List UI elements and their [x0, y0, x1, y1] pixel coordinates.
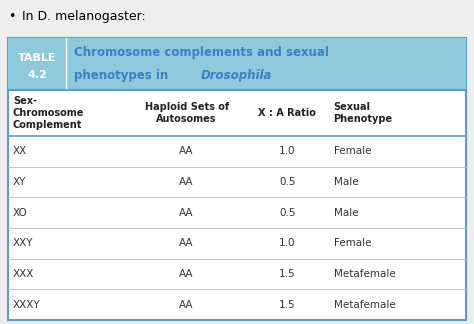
Text: 0.5: 0.5 — [279, 177, 296, 187]
Text: 4.2: 4.2 — [27, 70, 47, 80]
Text: AA: AA — [179, 208, 194, 218]
Text: XXY: XXY — [13, 238, 34, 248]
Text: Sexual
Phenotype: Sexual Phenotype — [334, 102, 393, 124]
Text: TABLE: TABLE — [18, 53, 56, 63]
Text: 1.0: 1.0 — [279, 238, 296, 248]
Text: AA: AA — [179, 300, 194, 310]
Text: 1.5: 1.5 — [279, 269, 296, 279]
Text: In D. melanogaster:: In D. melanogaster: — [22, 10, 146, 23]
Text: Sex-
Chromosome
Complement: Sex- Chromosome Complement — [13, 96, 84, 130]
Text: phenotypes in: phenotypes in — [74, 69, 173, 82]
Text: XO: XO — [13, 208, 28, 218]
Text: AA: AA — [179, 177, 194, 187]
Bar — [8, 38, 66, 90]
Text: Haploid Sets of
Autosomes: Haploid Sets of Autosomes — [145, 102, 228, 124]
Text: AA: AA — [179, 146, 194, 156]
Text: AA: AA — [179, 269, 194, 279]
Text: XXX: XXX — [13, 269, 35, 279]
Text: AA: AA — [179, 238, 194, 248]
Text: Female: Female — [334, 146, 371, 156]
Text: Metafemale: Metafemale — [334, 269, 395, 279]
Text: XY: XY — [13, 177, 27, 187]
Text: Male: Male — [334, 208, 358, 218]
Text: XX: XX — [13, 146, 27, 156]
Text: Female: Female — [334, 238, 371, 248]
Text: •: • — [8, 10, 15, 23]
Bar — [8, 38, 466, 90]
Text: 1.0: 1.0 — [279, 146, 296, 156]
Text: X : A Ratio: X : A Ratio — [258, 108, 316, 118]
Text: Drosophila: Drosophila — [201, 69, 272, 82]
Text: Chromosome complements and sexual: Chromosome complements and sexual — [74, 46, 329, 59]
Text: 1.5: 1.5 — [279, 300, 296, 310]
Bar — [8, 38, 466, 320]
Text: 0.5: 0.5 — [279, 208, 296, 218]
Text: Male: Male — [334, 177, 358, 187]
Text: XXXY: XXXY — [13, 300, 41, 310]
Text: Metafemale: Metafemale — [334, 300, 395, 310]
